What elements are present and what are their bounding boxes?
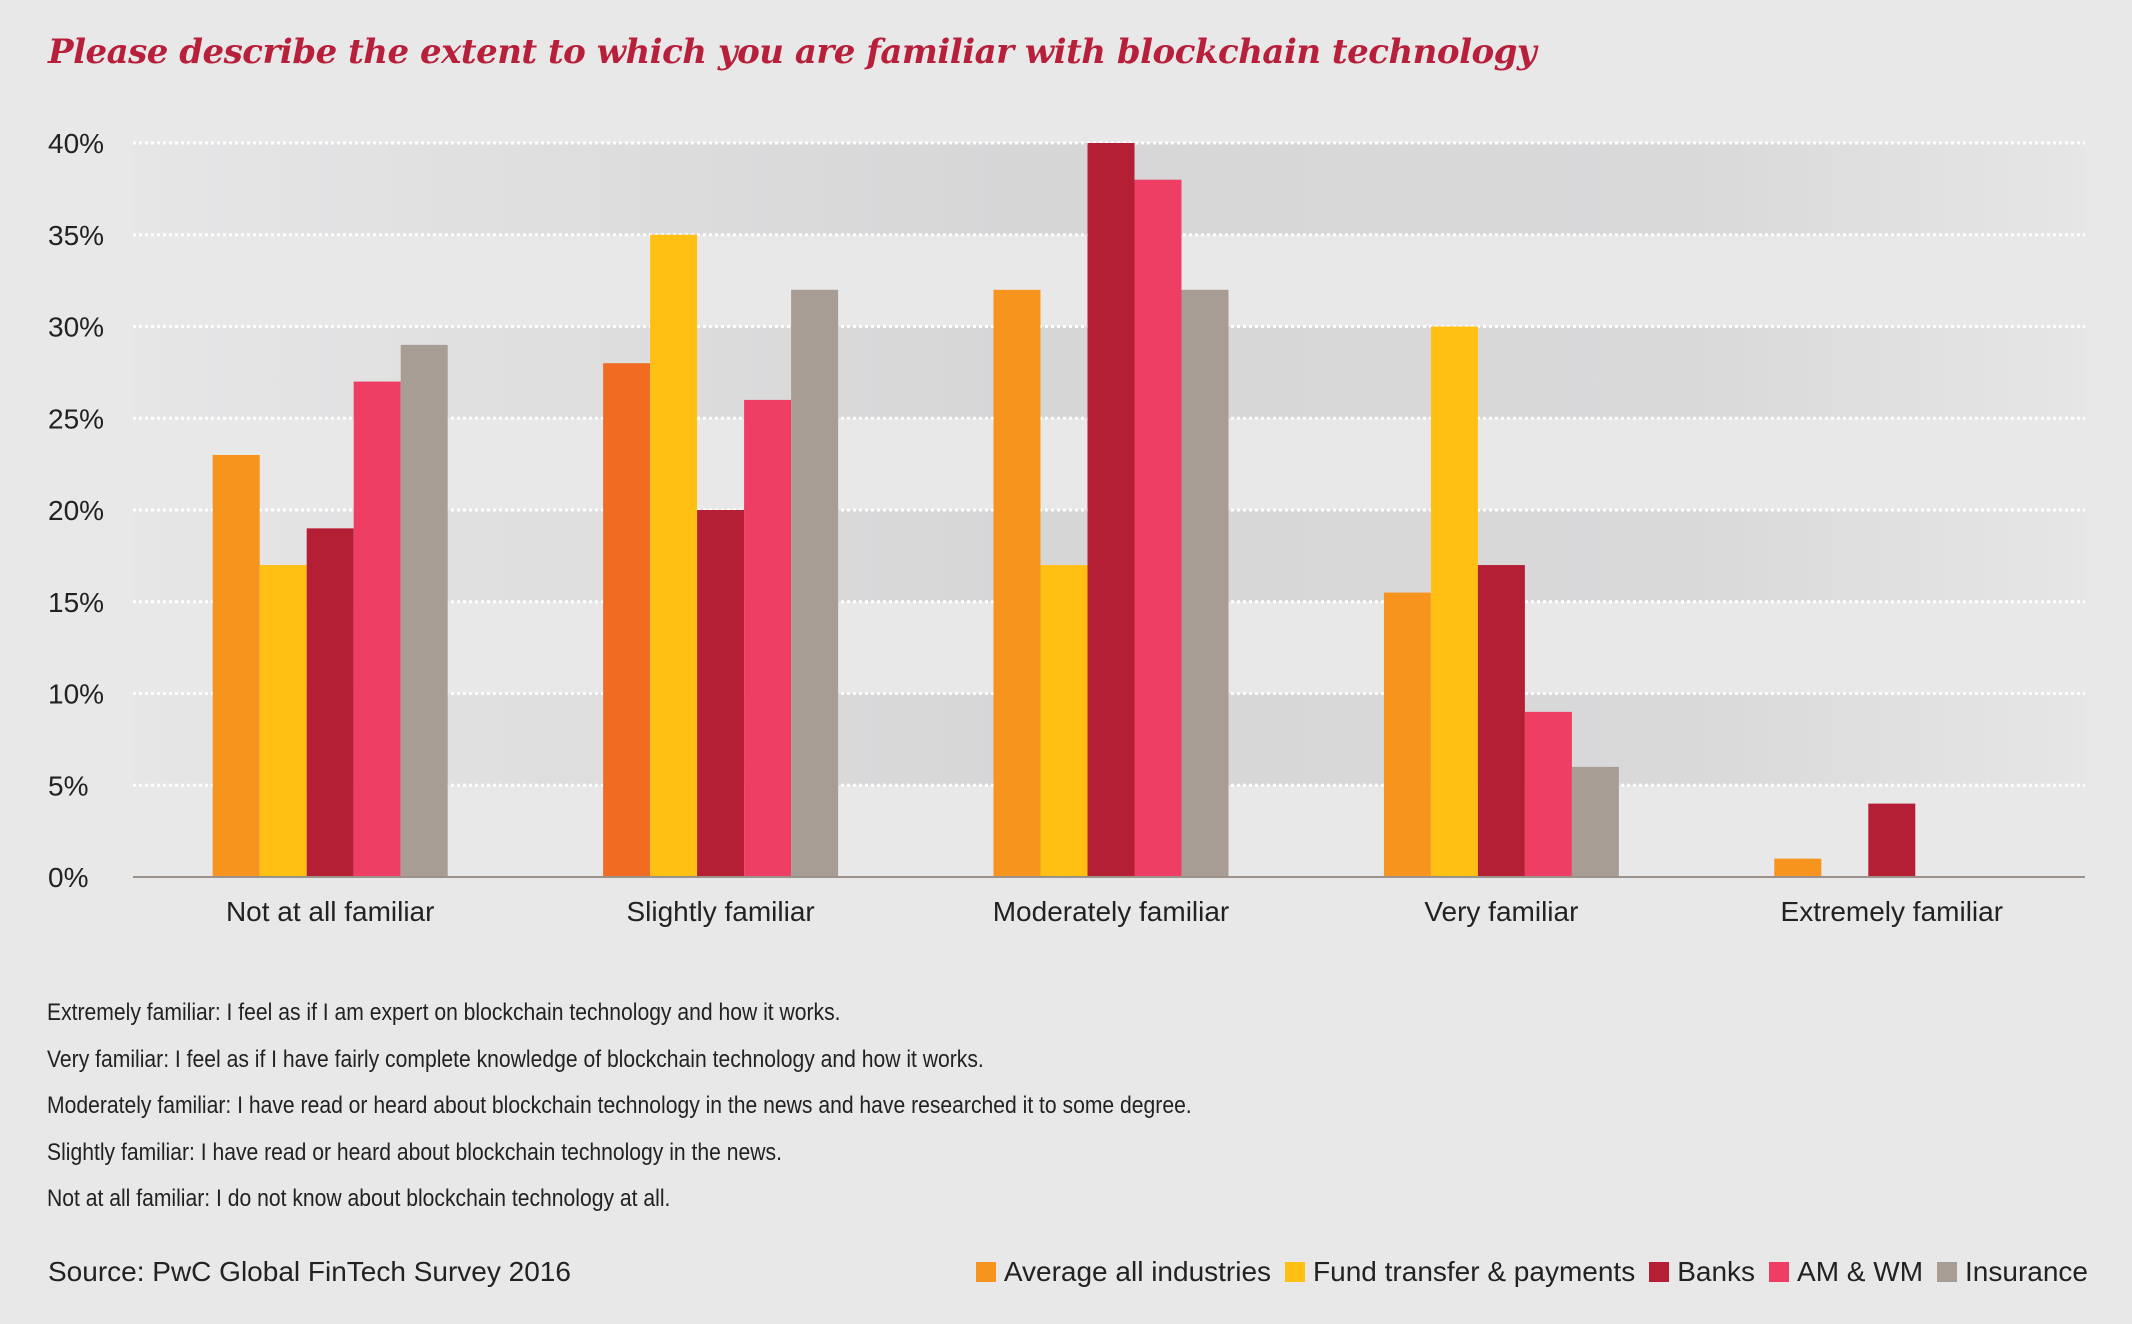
bar-average-all-industries-2 [993, 289, 1041, 877]
y-tick-label: 0% [48, 862, 88, 893]
bar-am-wm-3 [1524, 711, 1572, 877]
legend-label: Fund transfer & payments [1313, 1256, 1636, 1287]
legend-item: Fund transfer & payments [1285, 1256, 1635, 1288]
bar-banks-3 [1477, 565, 1525, 877]
bar-fund-transfer-payments-1 [650, 234, 698, 877]
bar-insurance-3 [1571, 766, 1619, 877]
bar-banks-1 [697, 510, 745, 877]
definition-line: Slightly familiar: I have read or heard … [47, 1138, 782, 1166]
y-tick-label: 35% [48, 220, 104, 251]
bar-am-wm-1 [744, 399, 792, 877]
bar-average-all-industries-0 [212, 454, 260, 877]
y-tick-label: 5% [48, 770, 88, 801]
x-tick-label: Very familiar [1424, 896, 1578, 927]
x-tick-label: Moderately familiar [993, 896, 1230, 927]
legend-label: Average all industries [1003, 1256, 1272, 1287]
chart-title: Please describe the extent to which you … [48, 32, 1537, 72]
legend-swatch [1285, 1262, 1306, 1282]
bar-banks-2 [1087, 143, 1135, 877]
legend-swatch [975, 1262, 996, 1282]
definitions: Extremely familiar: I feel as if I am ex… [47, 990, 1192, 1223]
legend-item: Banks [1649, 1256, 1755, 1288]
definition-line: Moderately familiar: I have read or hear… [47, 1092, 1192, 1119]
bar-average-all-industries-4 [1774, 858, 1822, 877]
legend-label: AM & WM [1797, 1256, 1924, 1287]
y-tick-label: 15% [48, 587, 104, 618]
x-tick-label: Extremely familiar [1781, 896, 2003, 927]
definition-line: Not at all familiar: I do not know about… [47, 1185, 671, 1212]
bar-chart: 0% 5% 10% 15% 20% 25% 30% 35% 40% Not at all fami… [48, 128, 2085, 927]
definition-line: Extremely familiar: I feel as if I am ex… [47, 999, 841, 1026]
bar-banks-0 [306, 528, 354, 877]
y-tick-label: 40% [48, 128, 104, 159]
legend-swatch [1649, 1262, 1670, 1282]
bar-fund-transfer-payments-2 [1040, 565, 1088, 877]
definition-line: Very familiar: I feel as if I have fairl… [47, 1045, 984, 1073]
bar-insurance-2 [1181, 289, 1229, 877]
bar-am-wm-2 [1134, 179, 1182, 877]
bar-fund-transfer-payments-3 [1430, 326, 1478, 877]
source-note: Source: PwC Global FinTech Survey 2016 [48, 1256, 571, 1287]
x-tick-label: Not at all familiar [226, 896, 435, 927]
bar-fund-transfer-payments-0 [259, 565, 307, 877]
bar-am-wm-0 [353, 381, 401, 877]
legend-item: Average all industries [975, 1256, 1272, 1288]
bar-average-all-industries-3 [1383, 592, 1431, 877]
y-tick-label: 30% [48, 312, 104, 343]
bar-banks-4 [1868, 803, 1916, 877]
legend-item: AM & WM [1769, 1256, 1923, 1288]
legend-swatch [1937, 1262, 1958, 1282]
legend: Average all industries Fund transfer & p… [975, 1256, 2088, 1288]
y-tick-label: 10% [48, 679, 104, 710]
x-tick-label: Slightly familiar [626, 896, 814, 927]
legend-label: Insurance [1965, 1256, 2088, 1287]
legend-item: Insurance [1937, 1256, 2088, 1288]
y-tick-label: 20% [48, 495, 104, 526]
y-tick-label: 25% [48, 403, 104, 434]
bar-insurance-1 [791, 289, 839, 877]
legend-label: Banks [1677, 1256, 1756, 1287]
bar-insurance-0 [400, 344, 448, 878]
legend-swatch [1769, 1262, 1790, 1282]
bar-average-all-industries-1 [603, 363, 651, 877]
